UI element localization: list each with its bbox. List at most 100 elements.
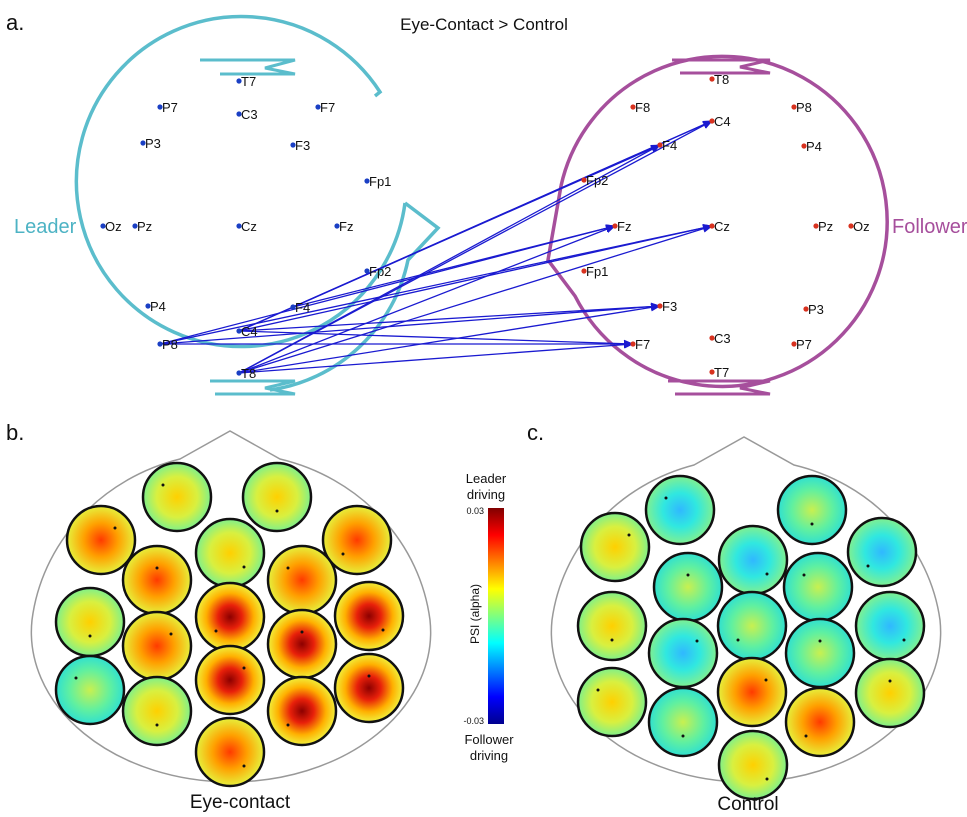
control-topo-disc <box>717 524 789 596</box>
control-topo-electrode-dot <box>610 638 614 642</box>
follower-electrode-dot <box>657 142 663 148</box>
eye-contact-topo-disc <box>194 581 266 653</box>
leader-electrode-fp2: Fp2 <box>364 264 391 279</box>
eye-contact-topo-disc <box>121 610 193 682</box>
control-topo-electrode-dot <box>902 638 906 642</box>
control-topo-disc <box>782 551 854 623</box>
leader-electrode-label: Fp2 <box>369 264 391 279</box>
connection-arrow-t8-to-fz <box>238 225 616 374</box>
eye-contact-topo-disc <box>65 504 137 576</box>
panel-a: a. Eye-Contact > Control Leader Follower… <box>6 10 967 396</box>
follower-electrode-p7: P7 <box>791 337 812 352</box>
follower-electrode-oz: Oz <box>848 219 870 234</box>
follower-ear-bottom <box>668 379 771 396</box>
follower-electrode-c3: C3 <box>709 331 731 346</box>
control-topo-electrode-dot <box>765 777 769 781</box>
control-topo-disc <box>846 516 918 588</box>
follower-electrode-label: Oz <box>853 219 870 234</box>
leader-electrode-dot <box>132 223 138 229</box>
follower-electrode-dot <box>581 268 587 274</box>
eye-contact-topo-disc <box>266 544 338 616</box>
control-topo-disc <box>576 666 648 738</box>
follower-electrode-fz: Fz <box>612 219 631 234</box>
leader-electrode-c4: C4 <box>236 324 258 339</box>
control-topo-disc <box>854 657 926 729</box>
leader-electrode-c3: C3 <box>236 107 258 122</box>
eye-contact-topo-disc <box>333 580 405 652</box>
panel-b-caption: Eye-contact <box>190 792 291 813</box>
control-topo-electrode-dot <box>818 639 822 643</box>
control-topo-disc <box>776 474 848 546</box>
eye-contact-topo-disc <box>141 461 213 533</box>
control-topo-disc <box>716 656 788 728</box>
connection-arrow-t8-to-f3 <box>238 303 661 374</box>
eye-contact-topo-electrode-dot <box>286 723 290 727</box>
eye-contact-topo-disc <box>321 504 393 576</box>
control-topo-electrode-dot <box>736 638 740 642</box>
panel-a-label: a. <box>6 10 24 35</box>
follower-electrode-label: P7 <box>796 337 812 352</box>
follower-electrode-dot <box>848 223 854 229</box>
follower-electrode-p4: P4 <box>801 139 822 154</box>
control-topo-disc <box>576 590 648 662</box>
follower-electrode-dot <box>709 335 715 341</box>
follower-electrode-dot <box>612 223 618 229</box>
eye-contact-topo-electrode-dot <box>275 509 279 513</box>
eye-contact-topo-electrode-dot <box>242 666 246 670</box>
eye-contact-topo-electrode-dot <box>155 566 159 570</box>
eye-contact-topo-electrode-dot <box>242 764 246 768</box>
connection-arrow-t8-to-cz <box>238 224 713 374</box>
leader-electrode-dot <box>236 223 242 229</box>
control-topo-disc <box>716 590 788 662</box>
follower-electrode-f7: F7 <box>630 337 650 352</box>
leader-electrode-label: F4 <box>295 300 310 315</box>
eye-contact-topo-electrode-dot <box>169 632 173 636</box>
eye-contact-topo-electrode-dot <box>74 676 78 680</box>
eye-contact-topo-electrode-dot <box>381 628 385 632</box>
connection-arrow-p8-to-f3 <box>159 302 661 345</box>
follower-electrode-f3: F3 <box>657 299 677 314</box>
follower-electrode-label: P8 <box>796 100 812 115</box>
follower-electrode-label: Fp1 <box>586 264 608 279</box>
leader-electrode-t8: T8 <box>236 366 256 381</box>
leader-electrode-f7: F7 <box>315 100 335 115</box>
follower-electrode-dot <box>630 104 636 110</box>
eye-contact-topo-disc <box>194 517 266 589</box>
leader-electrode-dot <box>140 140 146 146</box>
leader-electrode-dot <box>236 370 242 376</box>
follower-electrode-label: Fp2 <box>586 173 608 188</box>
eye-contact-topo-disc <box>333 652 405 724</box>
follower-electrode-dot <box>630 341 636 347</box>
eye-contact-topo-disc <box>194 644 266 716</box>
leader-electrode-label: P7 <box>162 100 178 115</box>
control-topo-electrode-dot <box>695 639 699 643</box>
eye-contact-topo-disc <box>266 608 338 680</box>
control-topo-electrode-dot <box>810 522 814 526</box>
follower-electrode-dot <box>709 76 715 82</box>
control-topo-electrode-dot <box>888 679 892 683</box>
leader-electrode-label: Fp1 <box>369 174 391 189</box>
panel-c-label: c. <box>527 420 544 445</box>
leader-electrode-dot <box>236 328 242 334</box>
panel-c-caption: Control <box>717 794 778 815</box>
follower-electrode-pz: Pz <box>813 219 833 234</box>
follower-electrode-label: C3 <box>714 331 731 346</box>
follower-electrode-label: P4 <box>806 139 822 154</box>
follower-electrode-dot <box>657 303 663 309</box>
leader-electrode-fz: Fz <box>334 219 353 234</box>
eye-contact-topo-electrode-dot <box>286 566 290 570</box>
eye-contact-topo-electrode-dot <box>367 674 371 678</box>
topo-maps-control <box>576 474 926 801</box>
colorbar-top-label-line1: Leader <box>466 471 507 486</box>
leader-head-outline <box>74 14 441 392</box>
colorbar-top-label-line2: driving <box>467 487 505 502</box>
eye-contact-topo-disc <box>54 654 126 726</box>
eye-contact-topo-disc <box>121 544 193 616</box>
leader-electrode-p3: P3 <box>140 136 161 151</box>
follower-electrode-label: T7 <box>714 365 729 380</box>
follower-electrode-label: F4 <box>662 138 677 153</box>
connection-arrow-c4-to-f7 <box>238 330 634 348</box>
panel-a-title: Eye-Contact > Control <box>400 15 568 34</box>
follower-electrode-f4: F4 <box>657 138 677 153</box>
leader-electrode-label: Pz <box>137 219 152 234</box>
